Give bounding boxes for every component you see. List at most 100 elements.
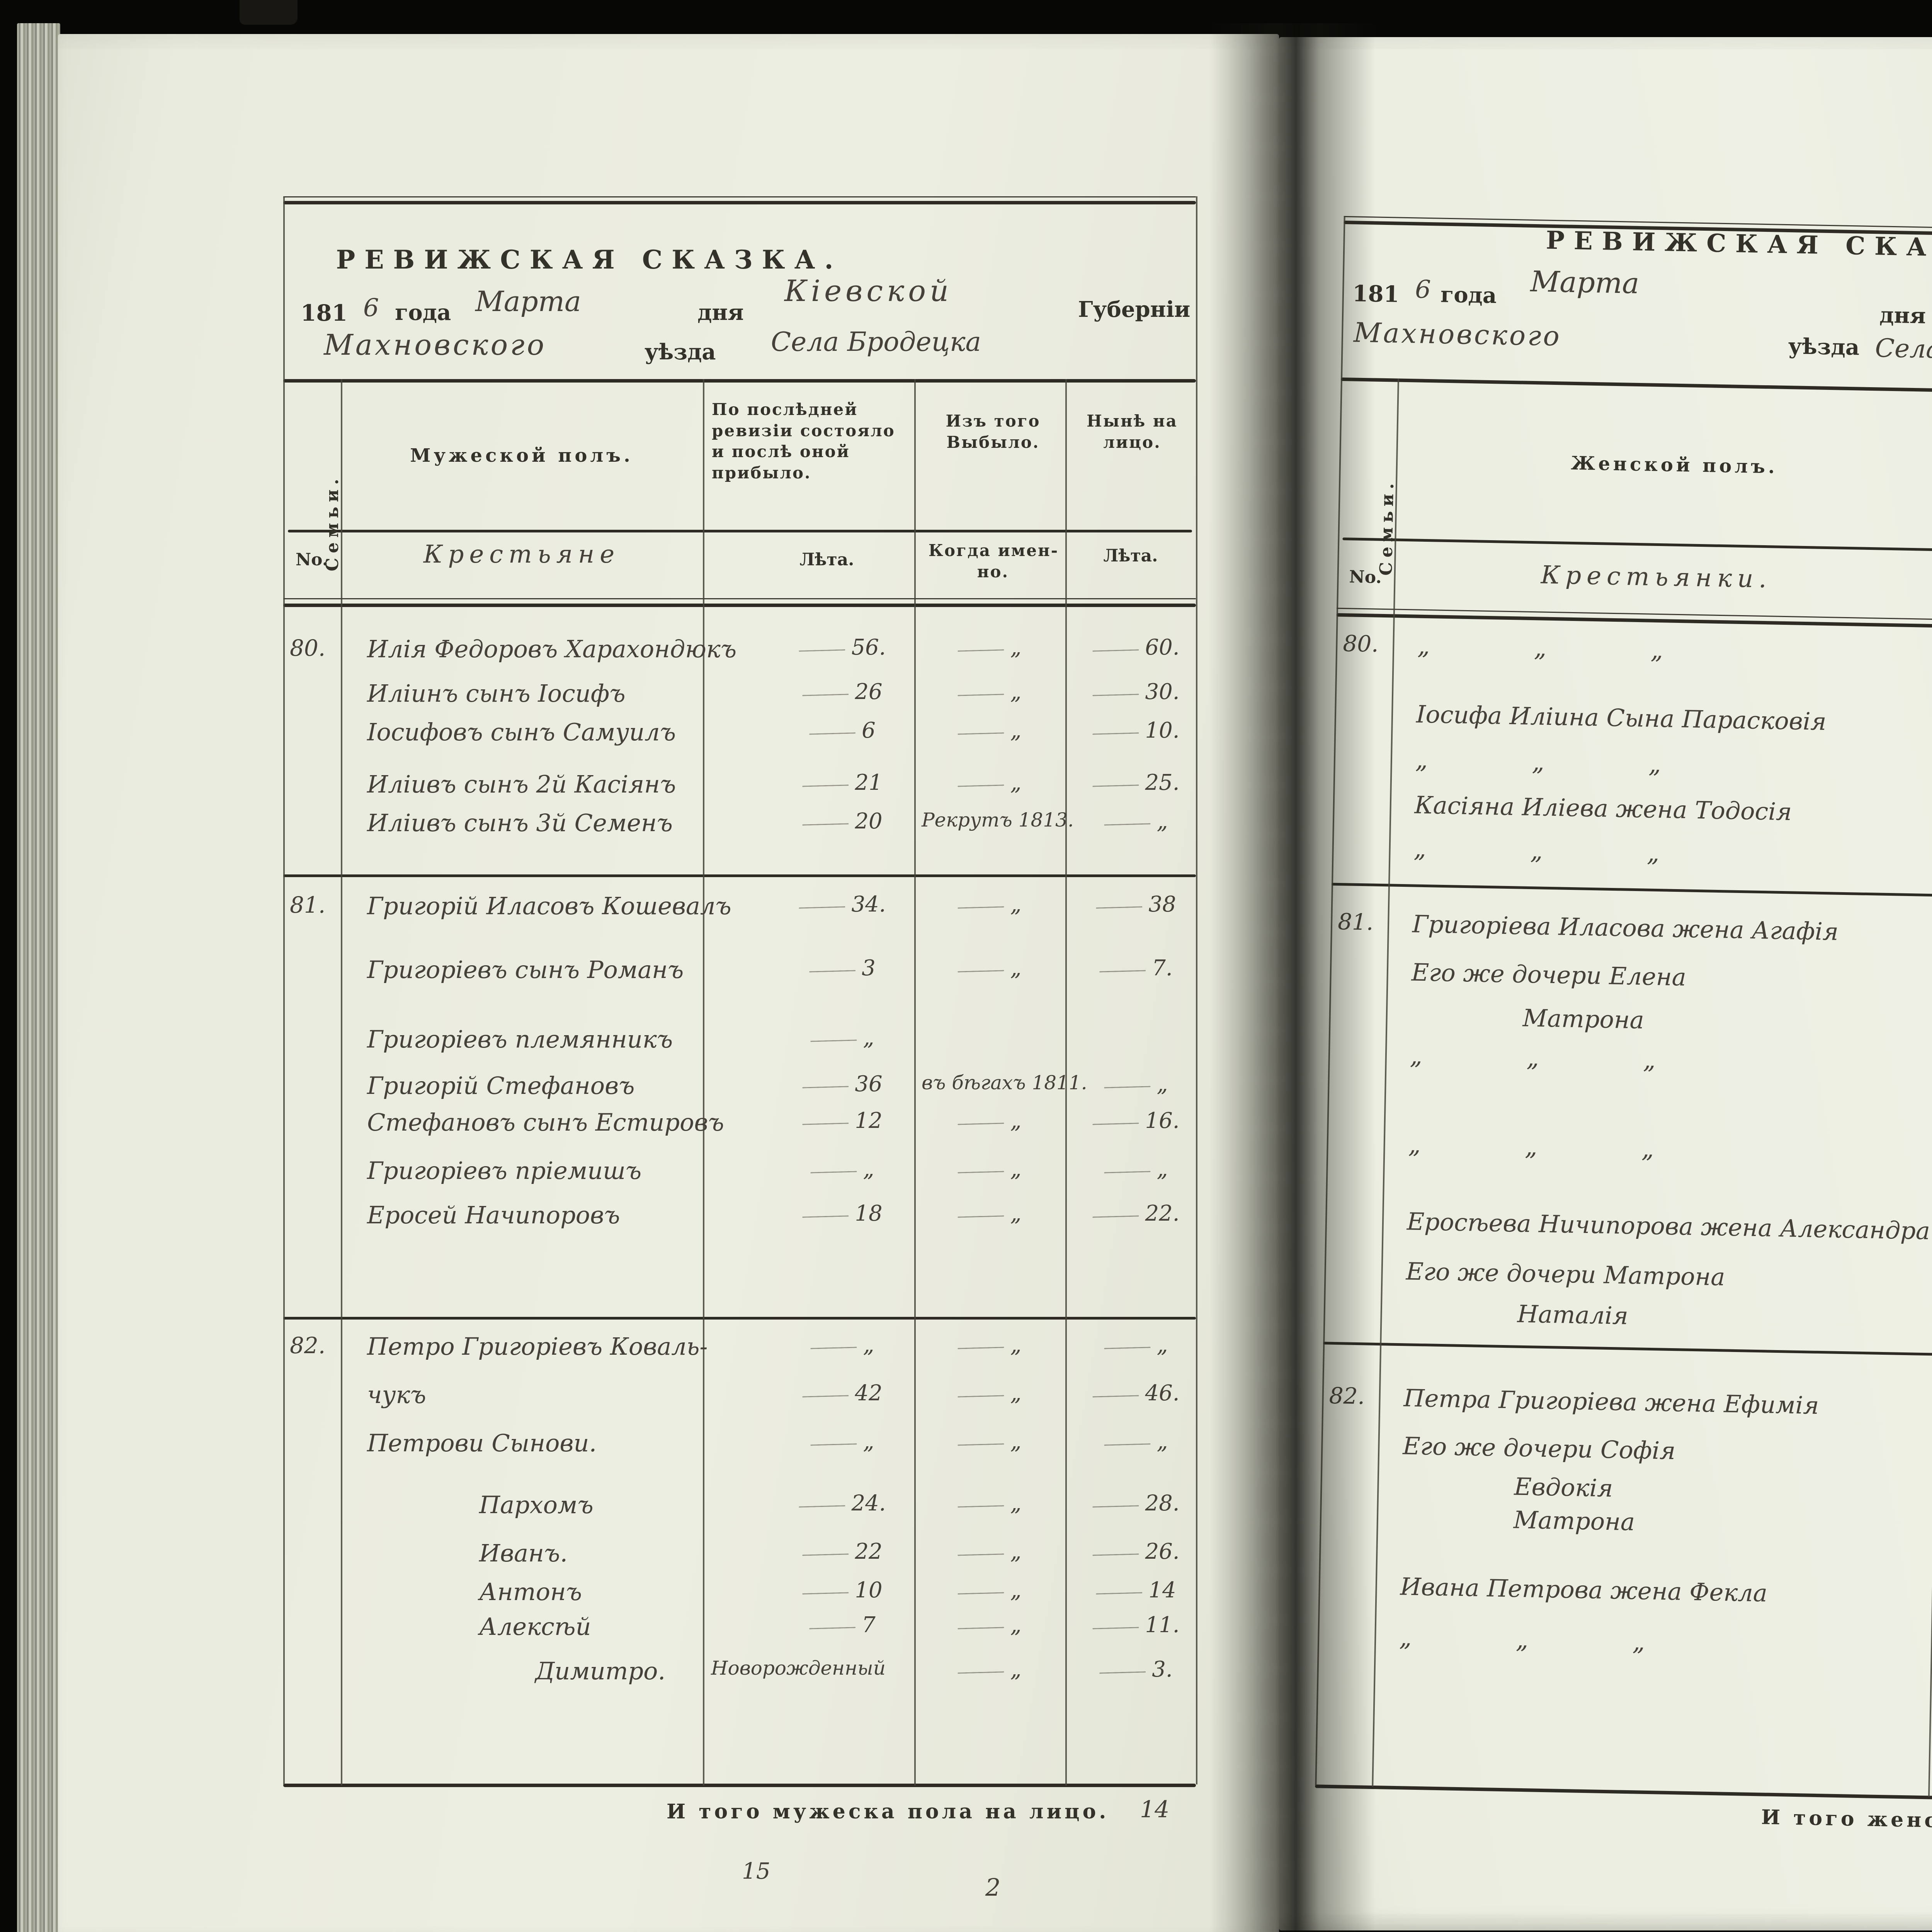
person-name: Григорій Иласовъ Кошевалъ	[367, 892, 731, 920]
table-row: Іосифовъ сынъ Самуилъ 6 „ 10.	[58, 718, 1279, 764]
person-name: Григоріева Иласова жена Агафія	[1412, 910, 1839, 946]
cell-value: „	[957, 1381, 1022, 1406]
cell-value: „	[1104, 1332, 1168, 1357]
uezd-handwritten: Махновского	[324, 328, 547, 362]
col-prev-revision: По послѣдней ревизіи состо­яло и послѣ о…	[712, 400, 895, 482]
cell-value: „	[957, 635, 1022, 660]
cell-value: 11.	[1092, 1612, 1180, 1638]
cell-value: „	[810, 1025, 874, 1050]
person-name: Его же дочери Софія	[1402, 1432, 1676, 1465]
binding-mark	[240, 0, 298, 25]
sub-no: No.	[295, 550, 328, 570]
cell-value: „	[957, 1657, 1022, 1682]
family-divider	[283, 874, 1196, 877]
person-name: Григоріевъ пріемишъ	[367, 1156, 642, 1185]
cell-value: 3	[809, 956, 876, 981]
cell-value: „	[957, 1612, 1022, 1638]
cell-value: 46.	[1092, 1381, 1180, 1406]
day-label: дня	[697, 300, 744, 325]
sub-years-1: Лѣта.	[799, 550, 854, 570]
year-label: года	[395, 300, 451, 325]
table-row: Еросей Начипоровъ 18 „ 22.	[58, 1201, 1279, 1247]
person-name: „ „ „	[1399, 1623, 1645, 1656]
right-page: 43 РЕВИЖСКАЯ СКАЗКА. 181 6 года Марта дн…	[1279, 37, 1932, 1930]
table-row: Пархомъ 24. „ 28.	[58, 1491, 1279, 1537]
col-departed: Изъ того Выбыло.	[946, 412, 1041, 452]
province-handwritten: Кіевской	[784, 274, 952, 308]
person-name: Иванъ.	[479, 1539, 568, 1567]
person-name: чукъ	[367, 1381, 426, 1409]
cell-value: 7.	[1099, 956, 1173, 981]
person-name: Григоріевъ сынъ Романъ	[367, 956, 684, 984]
cell-value: Рекрутъ 1813.	[922, 809, 1074, 831]
person-name: „ „ „	[1415, 745, 1662, 779]
cell-value: 14	[1096, 1578, 1176, 1603]
page-title: РЕВИЖСКАЯ СКАЗКА.	[336, 245, 843, 275]
table-row: чукъ 42 „ 46.	[58, 1381, 1279, 1427]
margin-note: 15	[742, 1858, 770, 1884]
table-row: Антонъ 10 „ 14	[58, 1578, 1279, 1624]
village-handwritten: Села Бродецка	[771, 327, 981, 357]
table-row: Григоріевъ сынъ Романъ 3 „ 7.	[58, 956, 1279, 1002]
cell-value: 30.	[1092, 679, 1180, 704]
sub-years-2: Лѣта.	[1103, 546, 1158, 566]
cell-value: 36	[802, 1071, 883, 1097]
person-name: „ „ „	[1410, 1041, 1656, 1075]
table-row: 81. Григорій Иласовъ Кошевалъ 34. „ 38	[58, 892, 1279, 938]
person-name: Григорій Стефановъ	[367, 1071, 635, 1100]
cell-value: 34.	[799, 892, 886, 917]
person-name: Еросѣева Ничипорова жена Александра	[1406, 1207, 1930, 1245]
person-name: Иліивъ сынъ 2й Касіянъ	[367, 770, 676, 798]
cell-value: „	[957, 1491, 1022, 1516]
sub-when: Когда имен­но.	[928, 541, 1058, 581]
person-name: Ивана Петрова жена Фекла	[1400, 1572, 1768, 1607]
cell-value: „	[957, 1201, 1022, 1226]
person-name: „ „ „	[1408, 1130, 1655, 1163]
cell-value: „	[957, 1332, 1022, 1357]
cell-value: „	[1104, 809, 1168, 834]
cell-value: 26.	[1092, 1539, 1180, 1564]
cell-value: 21	[802, 770, 883, 795]
cell-value: 18	[802, 1201, 883, 1226]
cell-value: „	[957, 1578, 1022, 1603]
person-name: Антонъ	[479, 1578, 582, 1606]
cell-value: 16.	[1092, 1108, 1180, 1133]
family-number: 82.	[290, 1332, 326, 1359]
person-name: Еросей Начипоровъ	[367, 1201, 620, 1229]
cell-value: 20	[802, 809, 883, 834]
year-handwritten: 6	[363, 294, 379, 322]
person-name: „ „ „	[1417, 631, 1663, 665]
male-total-label: И того мужеска пола на лицо.	[667, 1800, 1109, 1823]
family-number: 80.	[290, 635, 326, 661]
cell-value: „	[957, 1108, 1022, 1133]
table-row: Димитро. Новорожденный „ 3.	[58, 1657, 1279, 1703]
person-name: Иліивъ сынъ 3й Семенъ	[367, 809, 673, 837]
cell-value: „	[957, 956, 1022, 981]
cell-value: 10	[802, 1578, 883, 1603]
table-row: Иліинъ сынъ Іосифъ 26 „ 30.	[58, 679, 1279, 726]
person-name: Матрона	[1522, 1003, 1645, 1034]
person-name: Алексѣй	[479, 1612, 591, 1641]
table-row: Григорій Стефановъ 36 въ бѣгахъ 1811. „	[58, 1071, 1279, 1118]
cell-value: 26	[802, 679, 883, 704]
cell-value: Новорожденный	[711, 1657, 886, 1679]
person-name: Стефановъ сынъ Естировъ	[367, 1108, 724, 1136]
person-name: Іосифа Иліина Сына Парасковія	[1416, 700, 1827, 736]
book-gutter-shadow	[1209, 23, 1376, 1932]
uezd-label: уѣзда	[645, 339, 716, 365]
cell-value: 7	[809, 1612, 876, 1638]
cell-value: 28.	[1092, 1491, 1180, 1516]
cell-value: 25.	[1092, 770, 1180, 795]
cell-value: 56.	[799, 635, 886, 660]
person-name: Матрона	[1513, 1505, 1635, 1536]
col-now-present: Нынѣ на лицо.	[1087, 412, 1178, 452]
person-name: Его же дочери Елена	[1411, 958, 1687, 992]
cell-value: 24.	[799, 1491, 886, 1516]
cell-value: „	[957, 1429, 1022, 1454]
cell-value: „	[957, 892, 1022, 917]
cell-value: „	[957, 718, 1022, 743]
person-name: „ „ „	[1413, 834, 1660, 867]
table-row: Григоріевъ пріемишъ „ „ „	[58, 1156, 1279, 1203]
cell-value: „	[957, 679, 1022, 704]
